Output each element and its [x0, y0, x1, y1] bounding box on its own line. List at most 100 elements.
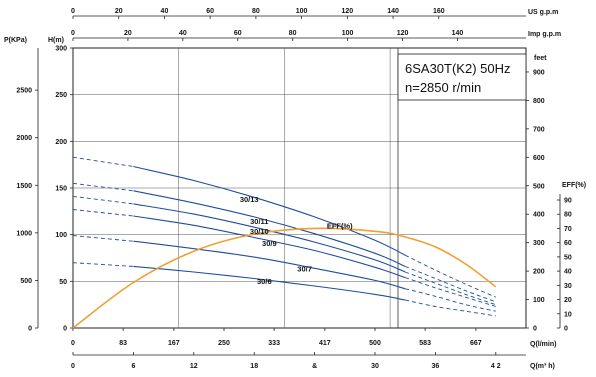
us-gpm-tick-label: 160: [433, 8, 445, 15]
model-title-box: [397, 53, 527, 101]
head-curve-30-13-dashed-start: [72, 156, 134, 167]
q-lmin-tick-label: 0: [71, 340, 75, 347]
q-m3h-tick-label: 30: [371, 363, 379, 370]
head-curve-30-6: [133, 265, 406, 301]
head-tick-label: 50: [59, 279, 67, 286]
pressure-tick-label: 2500: [16, 88, 32, 95]
imp-gpm-tick-label: 120: [397, 30, 409, 37]
eff-tick-label: 30: [564, 283, 572, 290]
series-label-30-13: 30/13: [240, 195, 259, 204]
efficiency-curve: [72, 227, 497, 329]
us-gpm-tick-label: 80: [252, 8, 260, 15]
eff-tick-label: 10: [564, 311, 572, 318]
q-m3h-tick-label: 36: [432, 363, 440, 370]
series-label-30-7: 30/7: [297, 264, 312, 273]
head-curve-30-7: [133, 240, 406, 290]
feet-tick-label: 900: [533, 69, 545, 76]
q-lmin-tick-label: 333: [268, 340, 280, 347]
head-tick-label: 250: [55, 92, 67, 99]
q-lmin-tick-label: 167: [168, 340, 180, 347]
head-curve-30-9-dashed-end: [405, 277, 496, 307]
head-curve-30-9: [133, 215, 406, 279]
feet-tick-label: 600: [533, 155, 545, 162]
us-gpm-tick-label: 60: [206, 8, 214, 15]
head-curve-30-13-dashed-end: [404, 254, 496, 298]
imp-gpm-tick-label: 0: [71, 30, 75, 37]
pressure-axis-title: P(KPa): [4, 37, 27, 44]
us-gpm-tick-label: 0: [71, 8, 75, 15]
series-label-30-10: 30/10: [250, 227, 269, 236]
head-curve-30-10: [133, 203, 406, 273]
q-m3h-tick-label: 18: [250, 363, 258, 370]
imp-gpm-axis-title: Imp g.p.m: [528, 31, 561, 38]
eff-tick-label: 60: [564, 240, 572, 247]
q-m3h-tick-label: 12: [190, 363, 198, 370]
eff-tick-label: 80: [564, 212, 572, 219]
head-curve-30-10-dashed-end: [405, 271, 496, 306]
pressure-tick-label: 500: [20, 278, 32, 285]
head-tick-label: 150: [55, 186, 67, 193]
head-tick-label: 200: [55, 139, 67, 146]
q-m3h-tick-label: &: [312, 363, 317, 370]
head-curve-30-13: [133, 165, 406, 256]
head-tick-label: 300: [55, 46, 67, 53]
eff-axis-title: EFF(%): [562, 182, 586, 189]
q-m3h-tick-label: 6: [131, 363, 135, 370]
feet-tick-label: 800: [533, 98, 545, 105]
q-lmin-axis-title: Q(l/min): [530, 341, 556, 348]
head-curve-30-7-dashed-end: [405, 288, 496, 312]
feet-tick-label: 400: [533, 212, 545, 219]
imp-gpm-tick-label: 40: [179, 30, 187, 37]
feet-tick-label: 200: [533, 269, 545, 276]
pressure-tick-label: 0: [28, 326, 32, 333]
feet-tick-label: 500: [533, 183, 545, 190]
head-curve-30-6-dashed-end: [405, 299, 496, 317]
performance-curves: [72, 156, 497, 329]
q-m3h-axis-title: Q(m³ h): [530, 363, 555, 370]
eff-tick-label: 50: [564, 254, 572, 261]
eff-tick-label: 0: [564, 326, 568, 333]
eff-tick-label: 20: [564, 297, 572, 304]
pressure-tick-label: 2000: [16, 135, 32, 142]
head-curve-30-11: [133, 190, 406, 267]
speed-title: n=2850 r/min: [405, 80, 481, 95]
imp-gpm-tick-label: 80: [289, 30, 297, 37]
pressure-tick-label: 1000: [16, 230, 32, 237]
pressure-tick-label: 1500: [16, 183, 32, 190]
head-curve-30-9-dashed-start: [72, 209, 134, 217]
us-gpm-tick-label: 40: [161, 8, 169, 15]
us-gpm-tick-label: 120: [341, 8, 353, 15]
q-lmin-tick-label: 667: [470, 340, 482, 347]
head-curve-30-7-dashed-start: [72, 235, 134, 242]
head-curve-30-6-dashed-start: [72, 262, 134, 267]
feet-tick-label: 700: [533, 126, 545, 133]
imp-gpm-tick-label: 140: [452, 30, 464, 37]
feet-axis-title: feet: [534, 55, 547, 62]
eff-tick-label: 70: [564, 226, 572, 233]
us-gpm-tick-label: 20: [115, 8, 123, 15]
eff-tick-label: 90: [564, 198, 572, 205]
head-axis-title: H(m): [48, 37, 64, 44]
head-tick-label: 100: [55, 232, 67, 239]
imp-gpm-tick-label: 60: [234, 30, 242, 37]
feet-tick-label: 100: [533, 297, 545, 304]
imp-gpm-tick-label: 20: [124, 30, 132, 37]
q-lmin-tick-label: 583: [419, 340, 431, 347]
q-lmin-tick-label: 83: [119, 340, 127, 347]
axes: 0 20 40 60 80 100 120 140 160 US g.p.m0 20 40 60 80 10…: [4, 8, 586, 370]
feet-tick-label: 300: [533, 240, 545, 247]
model-title: 6SA30T(K2) 50Hz: [405, 61, 511, 76]
head-tick-label: 0: [63, 326, 67, 333]
q-m3h-tick-label: 0: [71, 363, 75, 370]
q-lmin-tick-label: 500: [369, 340, 381, 347]
q-lmin-tick-label: 250: [218, 340, 230, 347]
head-curve-30-11-dashed-end: [405, 265, 496, 303]
series-label-30-6: 30/6: [257, 277, 272, 286]
efficiency-label: EFF(%): [327, 221, 353, 230]
feet-tick-label: 0: [533, 326, 537, 333]
eff-tick-label: 40: [564, 269, 572, 276]
us-gpm-tick-label: 140: [387, 8, 399, 15]
head-curve-30-10-dashed-start: [72, 195, 134, 205]
